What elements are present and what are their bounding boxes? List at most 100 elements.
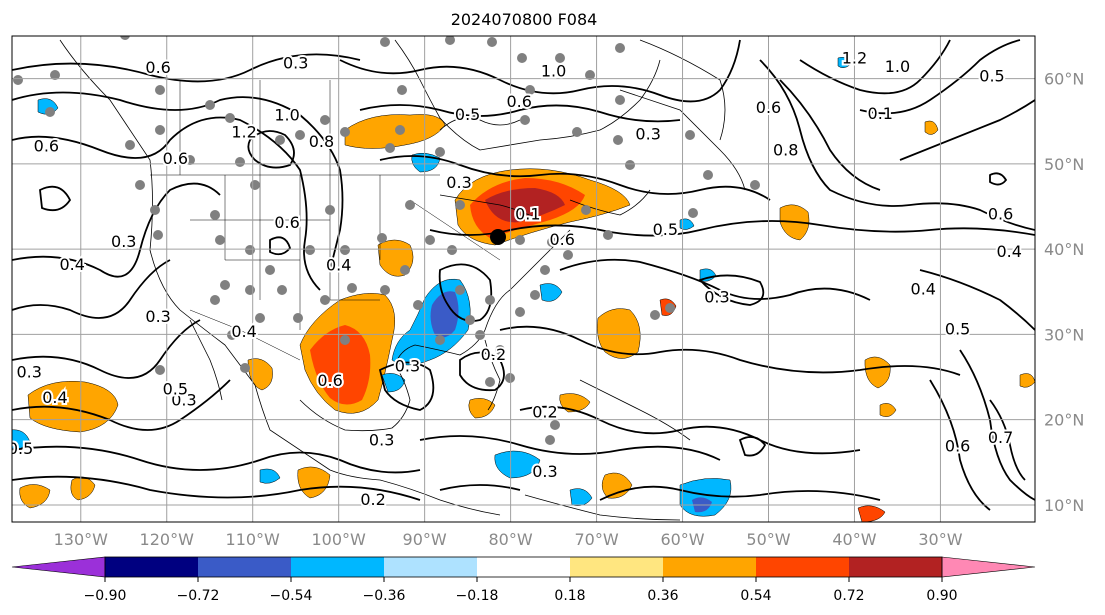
station-dot bbox=[240, 363, 250, 373]
colorbar-segment bbox=[849, 557, 942, 577]
contour-label: 0.3 bbox=[635, 124, 660, 143]
station-dot bbox=[625, 160, 635, 170]
station-dot bbox=[447, 245, 457, 255]
contour-label: 0.6 bbox=[163, 149, 188, 168]
colorbar-tick-label: 0.54 bbox=[740, 588, 771, 604]
lon-label: 120°W bbox=[140, 530, 195, 549]
colorbar-tick-label: −0.90 bbox=[84, 588, 127, 604]
contour-labels: 0.6 0.3 1.0 1.2 0.8 0.6 0.6 0.5 0.6 1.0 0.3 0.3 0.1 0… bbox=[8, 47, 1024, 512]
contour-label: 0.7 bbox=[988, 428, 1013, 447]
station-dot bbox=[250, 180, 260, 190]
contour-label: 0.5 bbox=[8, 439, 33, 458]
contour-label: 0.6 bbox=[506, 92, 531, 111]
station-dot bbox=[530, 290, 540, 300]
colorbar: −0.90 −0.72 −0.54 −0.36 −0.18 0.18 0.36 0.54 0.7… bbox=[11, 556, 1036, 604]
station-dot bbox=[380, 285, 390, 295]
colorbar-tick-label: 0.36 bbox=[647, 588, 678, 604]
shade-positive bbox=[597, 308, 641, 359]
colorbar-tick-label: 0.90 bbox=[926, 588, 957, 604]
shade-positive bbox=[864, 356, 891, 389]
station-dot bbox=[210, 210, 220, 220]
contour-label: 0.6 bbox=[549, 230, 574, 249]
station-dot bbox=[613, 135, 623, 145]
map-frame bbox=[11, 35, 1036, 523]
contour-label: 1.0 bbox=[541, 61, 566, 80]
shade-negative bbox=[494, 450, 541, 479]
station-dot bbox=[340, 127, 350, 137]
station-dot bbox=[320, 115, 330, 125]
lon-label: 40°W bbox=[832, 530, 876, 549]
shade-positive bbox=[559, 393, 591, 413]
station-dot bbox=[665, 303, 675, 313]
station-dot bbox=[603, 230, 613, 240]
contour-label: 0.3 bbox=[532, 462, 557, 481]
longitude-labels: 130°W 120°W 110°W 100°W 90°W 80°W 70°W 60°W 50°W… bbox=[54, 530, 963, 549]
contour-label: 0.6 bbox=[317, 371, 342, 390]
station-dot bbox=[395, 125, 405, 135]
anomaly-shading bbox=[12, 57, 1035, 522]
lon-label: 50°W bbox=[746, 530, 790, 549]
contour-label: 0.8 bbox=[309, 132, 334, 151]
contour-label: 0.3 bbox=[369, 431, 394, 450]
station-dot bbox=[50, 70, 60, 80]
station-dot bbox=[227, 330, 237, 340]
station-dot bbox=[377, 233, 387, 243]
contour-label: 0.8 bbox=[773, 141, 798, 160]
station-dot bbox=[340, 335, 350, 345]
colorbar-extend-high bbox=[941, 556, 1036, 578]
colorbar-segment bbox=[477, 557, 570, 577]
station-dot bbox=[435, 147, 445, 157]
shade-positive bbox=[468, 398, 496, 419]
contour-label: 0.5 bbox=[653, 220, 678, 239]
station-dot bbox=[505, 373, 515, 383]
shade-negative bbox=[679, 478, 732, 517]
contour-label: 0.3 bbox=[395, 356, 420, 375]
contour-label: 0.2 bbox=[481, 345, 506, 364]
station-dot bbox=[413, 300, 423, 310]
station-dot bbox=[485, 377, 495, 387]
station-dot bbox=[220, 280, 230, 290]
contour-label: 1.2 bbox=[231, 123, 256, 142]
station-dot bbox=[275, 215, 285, 225]
shade-negative bbox=[837, 57, 851, 68]
station-dot bbox=[435, 335, 445, 345]
lat-label: 30°N bbox=[1044, 325, 1084, 344]
colorbar-segment bbox=[291, 557, 384, 577]
station-dot bbox=[293, 313, 303, 323]
station-dot bbox=[380, 37, 390, 47]
station-dot bbox=[750, 180, 760, 190]
colorbar-segment bbox=[105, 557, 198, 577]
station-dot bbox=[235, 157, 245, 167]
station-dot bbox=[245, 285, 255, 295]
contour-label: 0.4 bbox=[326, 256, 351, 275]
shade-negative bbox=[569, 488, 593, 506]
station-dot bbox=[277, 285, 287, 295]
station-dot bbox=[305, 245, 315, 255]
lon-label: 70°W bbox=[574, 530, 618, 549]
contour-label: 0.1 bbox=[515, 205, 540, 224]
contour-label: 0.2 bbox=[360, 490, 385, 509]
station-dot bbox=[688, 208, 698, 218]
station-dot bbox=[265, 265, 275, 275]
station-dot bbox=[572, 127, 582, 137]
station-dot bbox=[150, 205, 160, 215]
colorbar-extend-low bbox=[11, 556, 106, 578]
station-dot bbox=[125, 140, 135, 150]
colorbar-tick-label: 0.18 bbox=[554, 588, 585, 604]
station-dot bbox=[455, 200, 465, 210]
station-dot bbox=[615, 43, 625, 53]
station-dot bbox=[520, 115, 530, 125]
station-dot bbox=[405, 200, 415, 210]
station-dot bbox=[45, 107, 55, 117]
contour-label: 0.6 bbox=[945, 436, 970, 455]
station-dot bbox=[210, 295, 220, 305]
station-dot bbox=[385, 143, 395, 153]
station-dot bbox=[581, 205, 591, 215]
map-title: 2024070800 F084 bbox=[450, 10, 598, 29]
station-dot bbox=[685, 130, 695, 140]
colorbar-segment bbox=[570, 557, 663, 577]
contour-label: 0.1 bbox=[868, 104, 893, 123]
lon-label: 30°W bbox=[918, 530, 962, 549]
contour-label: 0.6 bbox=[988, 205, 1013, 224]
